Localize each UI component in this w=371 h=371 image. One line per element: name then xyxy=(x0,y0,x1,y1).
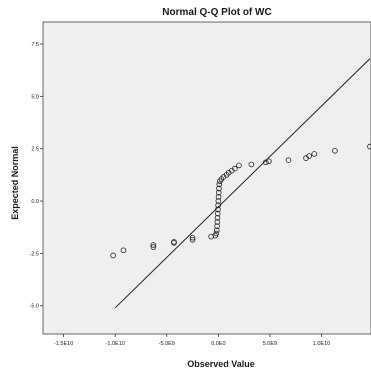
x-tick-label: 0.0E0 xyxy=(211,341,225,347)
data-point xyxy=(332,147,338,154)
x-tick-label: -1.5E10 xyxy=(54,341,73,347)
data-point xyxy=(213,227,220,234)
plot-content xyxy=(110,58,371,309)
data-point xyxy=(214,223,220,229)
data-point xyxy=(120,247,127,254)
data-point xyxy=(311,151,318,157)
data-point xyxy=(248,161,255,168)
y-tick-label: 7.5 xyxy=(31,42,39,48)
y-axis: 7.5 5.0 2.5 0.0 -2.5 -5.0 xyxy=(30,42,43,310)
data-point xyxy=(367,143,371,150)
data-point xyxy=(262,159,269,166)
data-point xyxy=(214,214,221,221)
data-point xyxy=(189,236,196,243)
y-tick-label: 5.0 xyxy=(31,94,39,100)
data-point xyxy=(208,233,214,240)
data-point xyxy=(232,165,238,172)
y-tick-label: 0.0 xyxy=(31,199,39,205)
x-axis-label: Observed Value xyxy=(187,359,255,369)
data-point xyxy=(215,206,221,213)
data-point xyxy=(110,252,116,259)
data-point xyxy=(285,157,292,164)
data-point xyxy=(216,181,223,188)
data-point xyxy=(171,239,177,245)
y-tick-label: -5.0 xyxy=(30,304,39,310)
x-tick-label: 5.0E9 xyxy=(263,341,277,347)
data-point xyxy=(150,242,157,248)
chart-title: Normal Q-Q Plot of WC xyxy=(162,7,271,18)
data-point xyxy=(236,162,242,169)
y-tick-label: 2.5 xyxy=(31,147,39,153)
y-tick-label: -2.5 xyxy=(30,251,39,257)
data-point xyxy=(215,198,222,204)
data-point xyxy=(213,230,220,237)
data-point xyxy=(189,234,196,241)
reference-line xyxy=(114,58,371,309)
plot-area xyxy=(42,21,371,335)
x-tick-label: -1.0E10 xyxy=(106,341,125,347)
y-axis-label: Expected Normal xyxy=(10,146,20,220)
data-point xyxy=(266,158,272,165)
data-point xyxy=(215,194,222,200)
x-tick-label: 1.0E10 xyxy=(313,341,330,347)
data-point xyxy=(214,210,221,217)
data-point xyxy=(216,185,222,192)
data-point xyxy=(150,244,157,250)
x-tick-label: -5.0E9 xyxy=(159,341,175,347)
data-point xyxy=(215,189,222,196)
data-point xyxy=(214,219,221,225)
data-point xyxy=(215,202,221,209)
data-point xyxy=(306,153,312,159)
